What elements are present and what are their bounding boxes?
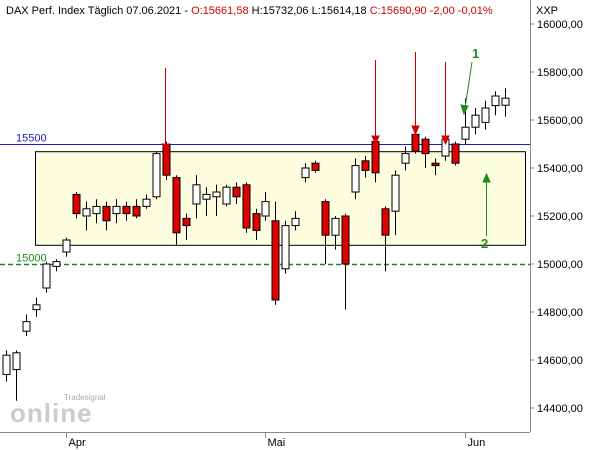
arrow-head [161, 143, 170, 154]
candle-body [491, 95, 500, 107]
arrow-head [460, 104, 469, 116]
candle-body [411, 133, 420, 152]
candle-body [132, 205, 141, 217]
arrow-head [411, 125, 420, 136]
candle-body [72, 193, 81, 215]
y-tick-label: 15000,00 [537, 259, 583, 271]
candle-body [92, 205, 101, 215]
candle-body [381, 208, 390, 236]
y-tick-label: 15800,00 [537, 67, 583, 79]
candle-body [122, 205, 131, 215]
annotation: 1 [472, 46, 479, 61]
y-tick-label: 16000,00 [537, 19, 583, 31]
candle-body [481, 107, 490, 123]
candle-body [311, 162, 320, 171]
header: DAX Perf. Index Täglich 07.06.2021 - O:1… [6, 5, 493, 17]
candle-body [232, 186, 241, 198]
annotation: 2 [481, 236, 488, 251]
candle-body [102, 205, 111, 222]
y-tick-label: 15600,00 [537, 115, 583, 127]
header-open: O:15661,58 [191, 5, 249, 17]
reference-label: 15500 [16, 133, 47, 145]
header-low: L:15614,18 [312, 5, 367, 17]
candle-body [192, 184, 201, 205]
candle-body [291, 217, 300, 227]
arrows: 1 2 [161, 46, 491, 251]
candle-body [212, 191, 221, 198]
candle-body [301, 167, 310, 179]
y-tick-label: 14800,00 [537, 307, 583, 319]
arrow [464, 61, 473, 109]
candle-body [431, 162, 440, 167]
watermark: online [10, 398, 93, 428]
x-tick-label: Apr [69, 437, 86, 449]
candle-body [321, 201, 330, 236]
candle-body [371, 141, 380, 174]
candle-body [12, 352, 21, 371]
candle-body [142, 198, 151, 207]
candle-body [32, 304, 41, 311]
y-tick-label: 14400,00 [537, 403, 583, 415]
arrow-head [371, 135, 380, 146]
candle-body [22, 321, 31, 332]
candle-body [242, 184, 251, 229]
candle-body [361, 160, 370, 171]
header-change: -2,00 -0,01% [430, 5, 493, 17]
candle-body [42, 263, 51, 289]
candle-body [281, 225, 290, 270]
candle-body [202, 193, 211, 200]
x-tick-label: Mai [268, 437, 286, 449]
arrow-head [441, 135, 450, 146]
candle-body [62, 239, 71, 253]
candle-body [471, 114, 480, 128]
candle-body [341, 215, 350, 265]
x-tick-label: Jun [468, 437, 486, 449]
candle-body [501, 97, 510, 106]
candle-body [401, 153, 410, 164]
plot-area [0, 88, 530, 401]
candle-body [152, 153, 161, 198]
header-text: DAX Perf. Index Täglich 07.06.2021 - [6, 5, 188, 17]
candle-body [2, 354, 11, 375]
candle-body [52, 261, 61, 267]
candle-body [421, 138, 430, 155]
candle-body [112, 205, 121, 215]
candle-body [351, 165, 360, 193]
candle-body [252, 213, 261, 231]
candle-body [271, 220, 280, 301]
header-high: H:15732,06 [252, 5, 309, 17]
candle-body [331, 217, 340, 236]
header-close: C:15690,90 [370, 5, 427, 17]
y-tick-label: 15200,00 [537, 211, 583, 223]
watermark-small: Tradesignal [64, 393, 106, 402]
candle-body [172, 177, 181, 234]
y-tick-label: 15400,00 [537, 163, 583, 175]
axis-title: XXP [536, 5, 558, 17]
candle-body [461, 126, 470, 140]
y-tick-label: 14600,00 [537, 355, 583, 367]
zone [35, 151, 526, 246]
candle-body [82, 208, 91, 217]
arrow-head [482, 172, 491, 183]
candle-body [182, 217, 191, 227]
candle-body [222, 186, 231, 205]
candle-body [261, 201, 270, 217]
candle-body [391, 174, 400, 212]
candle-body [451, 143, 460, 164]
reference-label: 15000 [16, 253, 47, 265]
